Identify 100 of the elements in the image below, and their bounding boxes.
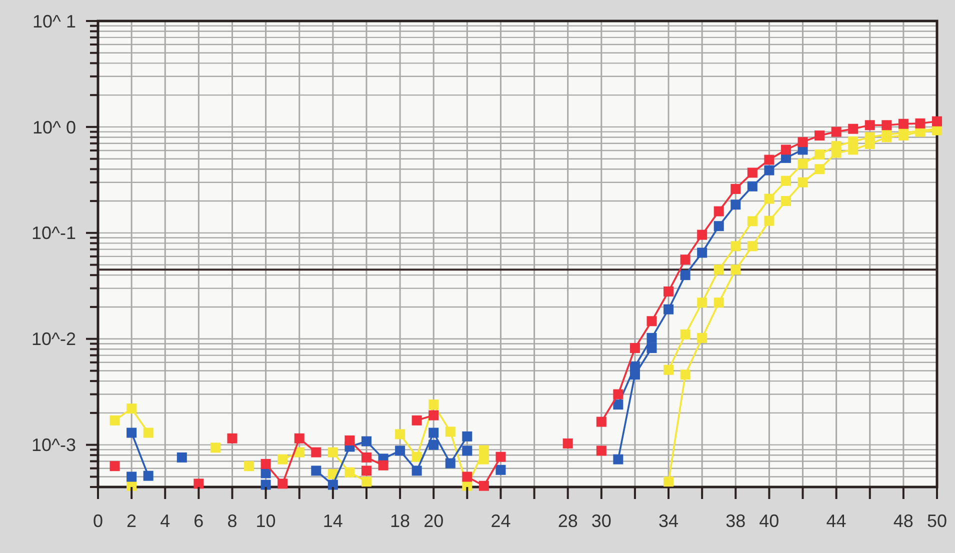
x-tick-label: 2 <box>126 511 137 531</box>
point <box>646 332 657 343</box>
point <box>730 200 741 210</box>
point <box>244 461 254 472</box>
point <box>714 298 724 308</box>
point <box>328 447 338 458</box>
point <box>361 436 372 446</box>
point <box>798 158 808 169</box>
point <box>814 164 825 174</box>
point <box>596 446 606 456</box>
point <box>395 446 406 456</box>
y-tick-label: 10^-3 <box>32 435 76 456</box>
point <box>378 460 388 470</box>
x-tick-label: 24 <box>490 511 511 531</box>
point <box>412 452 422 462</box>
point <box>227 433 238 444</box>
point <box>814 149 825 160</box>
point <box>780 176 791 186</box>
point <box>646 316 657 326</box>
y-tick-label: 10^-1 <box>32 223 76 244</box>
point <box>780 196 791 206</box>
x-tick-label: 20 <box>424 511 444 531</box>
x-tick-label: 28 <box>558 511 578 531</box>
point <box>428 410 439 420</box>
x-tick-label: 18 <box>390 511 410 531</box>
x-tick-label: 10 <box>256 511 276 531</box>
point <box>395 429 406 440</box>
point <box>864 139 875 150</box>
point <box>680 370 690 380</box>
point <box>294 447 304 458</box>
point <box>780 144 791 155</box>
point <box>260 480 271 490</box>
point <box>496 464 506 475</box>
point <box>664 286 674 296</box>
point <box>596 416 606 427</box>
point <box>730 264 741 275</box>
x-tick-label: 38 <box>726 511 746 531</box>
point <box>412 415 422 426</box>
point <box>730 184 741 194</box>
point <box>646 343 657 354</box>
point <box>630 361 640 372</box>
point <box>194 478 204 489</box>
point <box>747 241 758 252</box>
point <box>697 332 708 343</box>
x-tick-label: 4 <box>160 511 170 531</box>
point <box>143 428 154 438</box>
point <box>798 177 808 188</box>
point <box>664 364 674 375</box>
point <box>814 130 825 141</box>
x-tick-label: 44 <box>826 511 846 531</box>
point <box>613 389 624 400</box>
point <box>630 343 640 354</box>
y-tick-label: 10^ 0 <box>32 117 76 138</box>
point <box>562 438 573 448</box>
point <box>278 454 288 464</box>
point <box>428 400 439 410</box>
point <box>478 445 489 456</box>
point <box>311 447 322 458</box>
point <box>882 120 892 130</box>
point <box>764 154 774 165</box>
x-tick-label: 14 <box>322 511 343 531</box>
point <box>311 466 322 476</box>
point <box>294 433 304 444</box>
point <box>915 118 926 128</box>
point <box>428 428 439 438</box>
point <box>730 241 741 252</box>
point <box>680 329 690 340</box>
x-tick-label: 40 <box>759 511 780 531</box>
point <box>126 428 137 438</box>
point <box>478 454 489 464</box>
point <box>747 181 758 192</box>
x-tick-label: 8 <box>227 511 238 531</box>
point <box>831 148 842 158</box>
point <box>344 435 355 446</box>
point <box>278 478 288 489</box>
point <box>764 165 774 176</box>
point <box>143 470 154 481</box>
point <box>764 216 774 226</box>
point <box>260 458 271 469</box>
point <box>714 264 724 275</box>
point <box>328 480 338 490</box>
point <box>462 431 472 442</box>
point <box>680 254 690 265</box>
point <box>445 426 456 437</box>
point <box>747 216 758 226</box>
x-tick-label: 34 <box>658 511 679 531</box>
x-tick-label: 0 <box>92 511 104 531</box>
point <box>462 472 472 482</box>
point <box>831 126 842 137</box>
point <box>848 144 858 155</box>
point <box>361 466 372 476</box>
y-tick-label: 10^-2 <box>32 329 76 350</box>
x-tick-label: 50 <box>926 511 948 531</box>
point <box>126 472 137 482</box>
x-tick-label: 30 <box>591 511 612 531</box>
point <box>210 442 220 453</box>
point <box>664 476 674 487</box>
point <box>697 298 708 308</box>
point <box>613 454 624 464</box>
point <box>613 400 624 410</box>
